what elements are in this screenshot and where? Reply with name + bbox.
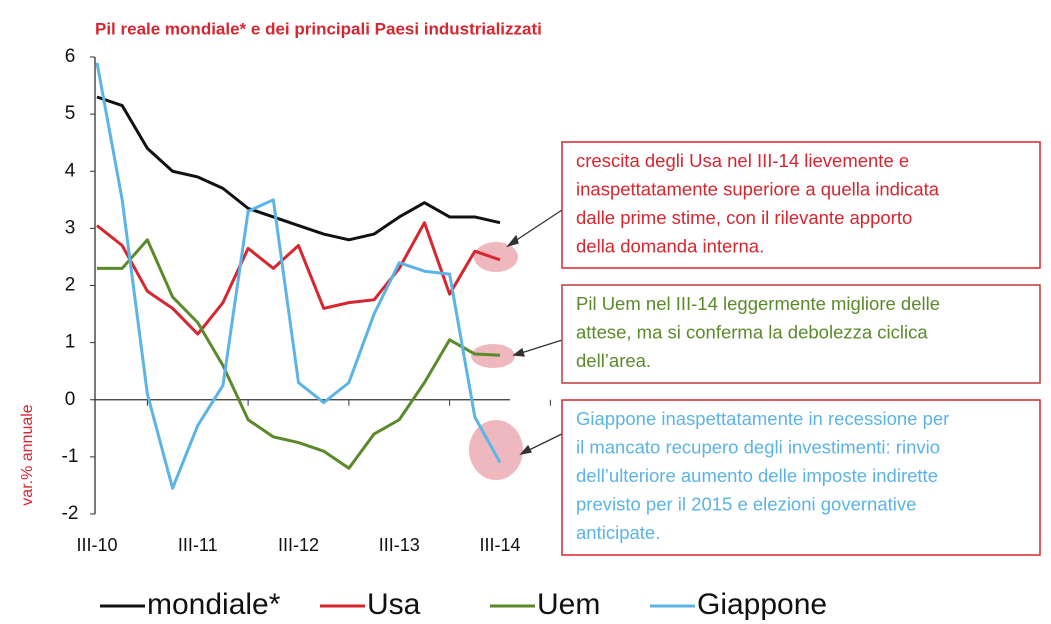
series-line	[95, 62, 502, 490]
annotation-text: della domanda interna.	[576, 235, 764, 256]
y-tick-label: 4	[65, 160, 76, 181]
highlight	[469, 420, 523, 480]
annotation-text: il mancato recupero degli investimenti: …	[576, 436, 940, 457]
x-tick-label: III-11	[178, 535, 218, 555]
annotation-text: dell’area.	[576, 350, 651, 371]
y-tick-label: 1	[65, 332, 76, 353]
legend-label: Usa	[367, 588, 421, 621]
annotation-text: previsto per il 2015 e elezioni governat…	[576, 493, 916, 514]
annotation-text: dell’ulteriore aumento delle imposte ind…	[576, 465, 938, 486]
x-tick-label: III-12	[278, 535, 319, 555]
annotation-box	[561, 141, 1041, 269]
y-tick-label: -2	[62, 503, 79, 524]
legend-label: Giappone	[697, 588, 827, 621]
annotation-text: inaspettatamente superiore a quella indi…	[576, 178, 940, 199]
arrow	[511, 209, 563, 244]
x-tick-label: III-13	[379, 535, 420, 555]
chart-subtitle: Pil reale mondiale* e dei principali Pae…	[95, 19, 542, 38]
annotation-text: crescita degli Usa nel III-14 lievemente…	[576, 150, 909, 171]
arrowhead	[506, 234, 519, 248]
annotation-text: Giappone inaspettatamente in recessione …	[576, 408, 949, 429]
annotation-text: anticipate.	[576, 522, 660, 543]
y-tick-label: 2	[65, 275, 76, 296]
y-tick-label: 5	[65, 103, 76, 124]
y-tick-label: -1	[62, 446, 79, 467]
arrowhead	[519, 444, 532, 456]
series-line	[96, 95, 501, 242]
arrowhead	[512, 347, 525, 357]
legend-label: mondiale*	[147, 588, 281, 621]
x-tick-label: III-14	[479, 535, 520, 555]
annotation-text: Pil Uem nel III-14 leggermente migliore …	[576, 293, 940, 314]
annotation-box	[561, 399, 1041, 556]
series-line	[97, 238, 501, 470]
y-tick-label: 6	[65, 46, 76, 67]
annotation-box	[561, 284, 1041, 384]
annotation-text: attese, ma si conferma la debolezza cicl…	[576, 321, 928, 342]
annotation-text: dalle prime stime, con il rilevante appo…	[576, 207, 912, 228]
y-axis-label: var.% annuale	[19, 404, 36, 506]
legend-label: Uem	[537, 588, 600, 621]
x-tick-label: III-10	[76, 535, 117, 555]
series-line	[96, 221, 501, 336]
y-tick-label: 0	[65, 389, 76, 410]
y-tick-label: 3	[65, 217, 76, 238]
